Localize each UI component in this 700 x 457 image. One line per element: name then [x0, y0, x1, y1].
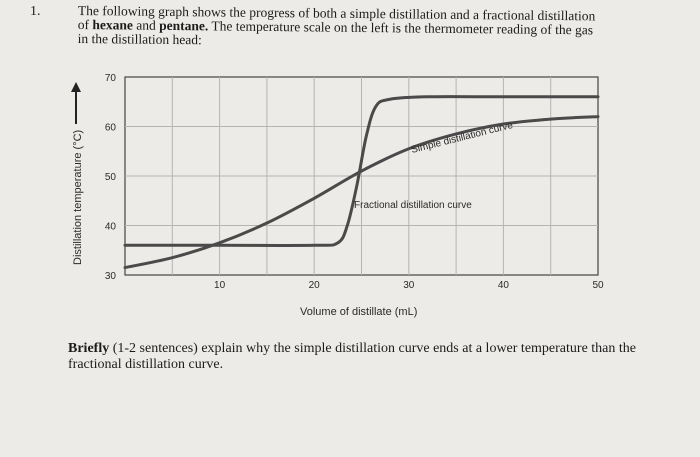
x-tick-label: 50: [592, 280, 604, 291]
chart-curves: [123, 95, 600, 270]
question-line-2c: The temperature scale on the left is the…: [208, 18, 594, 38]
x-axis-label: Volume of distillate (mL): [300, 306, 417, 318]
x-tick-label: 40: [498, 280, 510, 291]
simple-distillation-line: [123, 115, 600, 270]
question-line-2b: and: [132, 17, 160, 33]
question-line-3: in the distillation head:: [77, 30, 202, 48]
distillation-chart: 30 40 50 60 70 10 20 30 40 50 Volume of distillat…: [71, 73, 604, 318]
x-tick-label: 20: [309, 280, 321, 291]
prompt-bold: Briefly: [68, 341, 110, 356]
simple-curve-label: Simple distillation curve: [410, 120, 514, 156]
y-tick-label: 70: [105, 73, 117, 84]
prompt-text: (1-2 sentences) explain why the simple d…: [68, 341, 636, 372]
question-number: 1.: [30, 4, 41, 19]
fractional-curve-label: Fractional distillation curve: [354, 200, 472, 211]
question-line-2a: of: [77, 16, 93, 33]
question-prompt: Briefly (1-2 sentences) explain why the …: [68, 341, 683, 373]
fractional-distillation-line: [123, 95, 600, 247]
y-tick-label: 60: [105, 123, 117, 134]
x-tick-label: 10: [214, 280, 226, 291]
chart-grid: [124, 76, 599, 276]
y-tick-label: 50: [105, 172, 117, 183]
question-text: The following graph shows the progress o…: [77, 3, 658, 52]
y-tick-label: 40: [105, 222, 117, 233]
y-axis-label: Distillation temperature (°C): [72, 130, 84, 265]
chart-ticks: 30 40 50 60 70 10 20 30 40 50: [105, 73, 604, 291]
y-axis-arrow: [71, 82, 81, 124]
y-tick-label: 30: [105, 271, 117, 282]
x-tick-label: 30: [403, 280, 415, 291]
